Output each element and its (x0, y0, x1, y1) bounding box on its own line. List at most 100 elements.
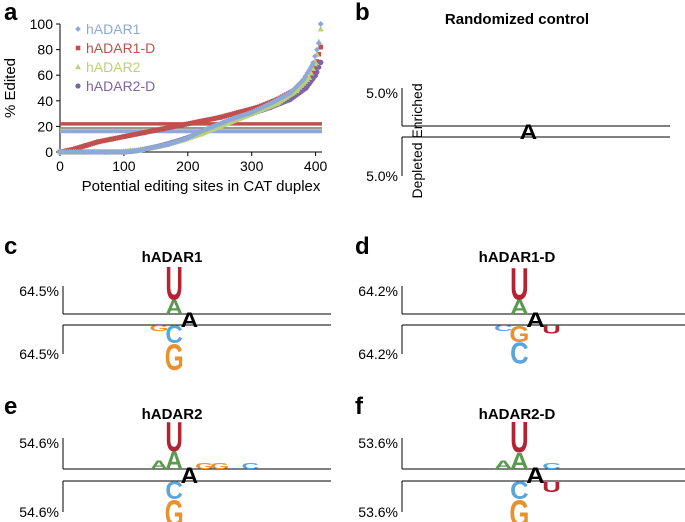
logo-title: hADAR1 (142, 249, 203, 266)
logo-letter-G: G (509, 322, 529, 348)
legend-label-hADAR2: hADAR2 (86, 59, 141, 75)
data-point (210, 123, 217, 130)
enriched-percent-label: 54.6% (19, 435, 59, 451)
logo-letter-G: G (509, 492, 529, 522)
panel-b-logo: Randomized control 5.0% 5.0% Enriched Deplet… (366, 11, 670, 199)
data-point (267, 100, 274, 107)
y-tick-label: 80 (37, 42, 53, 58)
data-point (57, 149, 63, 155)
logo-letter-C: C (510, 337, 529, 370)
data-point (304, 70, 311, 77)
logo-letter-C: C (510, 477, 529, 505)
legend-label-hADAR1-D: hADAR1-D (86, 40, 155, 56)
x-tick-label: 400 (304, 158, 328, 174)
depleted-percent-label: 64.2% (358, 346, 398, 362)
logo-letter-A: A (510, 449, 529, 475)
legend-marker-hADAR2 (75, 63, 81, 70)
logo-letter-C: C (542, 462, 561, 471)
data-point (274, 100, 281, 106)
y-tick-label: 0 (45, 144, 53, 160)
logo-letter-U: U (165, 414, 183, 461)
x-tick-label: 300 (240, 158, 264, 174)
logo-letter-A: A (181, 309, 199, 332)
enriched-percent-label: 64.5% (19, 283, 59, 299)
x-tick-label: 200 (176, 158, 200, 174)
legend-marker-hADAR1 (75, 26, 81, 32)
data-point (310, 69, 316, 74)
y-tick-label: 40 (37, 93, 53, 109)
logo-letter-A: A (520, 121, 538, 144)
data-point (285, 91, 292, 98)
logo-letter-A: A (150, 459, 168, 472)
x-axis-label: Potential editing sites in CAT duplex (82, 178, 321, 195)
depleted-percent-label: 5.0% (366, 168, 398, 184)
logo-letter-C: C (165, 478, 183, 505)
data-point (306, 74, 313, 81)
legend-marker-hADAR2-D (75, 83, 81, 89)
logo-letter-A: A (181, 463, 199, 488)
logo-letter-C: C (494, 324, 513, 333)
logo-letter-A: A (526, 464, 545, 489)
x-tick-label: 0 (56, 158, 64, 174)
data-point (229, 115, 236, 122)
data-point (140, 130, 146, 136)
data-point (82, 149, 89, 155)
panel-a-scatter: 0 20 40 60 80 100 0 100 200 300 400 Potential editi… (2, 16, 328, 195)
logo-letter-A: A (526, 308, 545, 331)
logo-letter-A: A (165, 448, 183, 475)
logo-letter-G: G (195, 462, 214, 471)
data-point (317, 26, 324, 32)
data-point (101, 149, 108, 155)
enriched-percent-label: 5.0% (366, 85, 398, 101)
legend-marker-hADAR1-D (75, 45, 81, 51)
data-point (308, 70, 315, 76)
logo-letter-U: U (542, 323, 561, 336)
y-tick-label: 60 (37, 67, 53, 83)
logo-title: hADAR2 (142, 406, 203, 423)
x-tick-label: 100 (112, 158, 136, 174)
logo-title: hADAR2-D (479, 406, 556, 423)
enriched-percent-label: 64.2% (358, 283, 398, 299)
depleted-percent-label: 54.6% (19, 504, 59, 520)
data-point (293, 87, 300, 93)
logo-letter-U: U (510, 259, 529, 309)
panel-letter-f: f (355, 393, 364, 420)
logo-letter-C: C (242, 462, 260, 471)
logo-letter-A: A (165, 296, 183, 319)
logo-letter-U: U (542, 479, 561, 496)
data-point (96, 139, 101, 145)
logo-title: Randomized control (445, 11, 589, 28)
logo-letter-A: A (510, 296, 529, 319)
depleted-percent-label: 53.6% (358, 504, 398, 520)
legend-label-hADAR2-D: hADAR2-D (86, 78, 155, 94)
series-hADAR1 (57, 21, 324, 155)
data-point (299, 77, 306, 84)
data-point (70, 147, 76, 152)
data-point (197, 128, 204, 135)
data-point (236, 110, 242, 115)
logo-letter-U: U (510, 413, 529, 462)
data-point (248, 109, 255, 116)
logo-letter-C: C (165, 322, 183, 349)
data-point (313, 46, 320, 53)
data-point (318, 59, 324, 65)
data-point (159, 126, 165, 132)
logo-letter-G: G (165, 337, 184, 378)
data-point (279, 94, 286, 101)
panel-letter-d: d (355, 233, 370, 260)
data-point (184, 135, 191, 141)
logo-letter-A: A (494, 459, 513, 472)
data-point (310, 65, 316, 71)
data-point (165, 141, 172, 148)
data-point (290, 86, 297, 93)
logo-letter-U: U (165, 257, 183, 310)
y-tick-label: 20 (37, 118, 53, 134)
data-point (296, 80, 303, 87)
data-point (83, 143, 88, 148)
panel-letter-a: a (4, 0, 18, 26)
